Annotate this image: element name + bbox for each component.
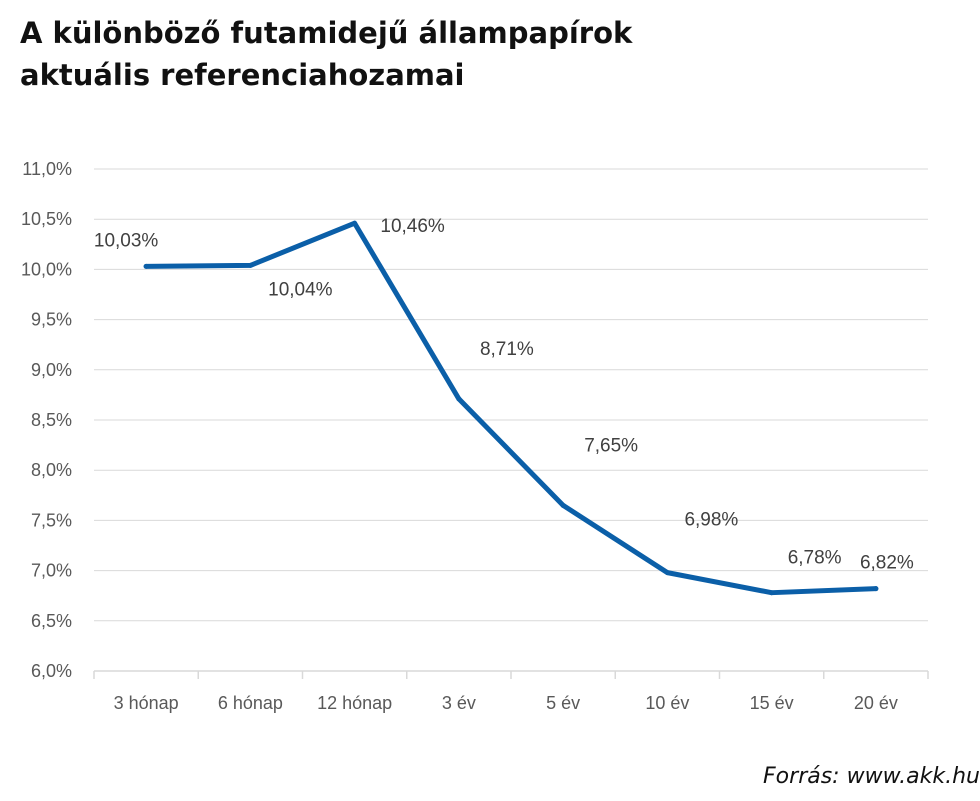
y-tick-label: 7,0% [31,561,72,581]
y-tick-label: 6,0% [31,661,72,681]
y-tick-label: 9,0% [31,360,72,380]
data-label: 10,04% [268,279,333,300]
data-label: 6,98% [684,510,738,531]
data-point [456,396,462,402]
data-label: 10,46% [380,216,445,237]
x-tick-label: 3 év [442,693,476,713]
data-label: 6,78% [788,548,842,569]
x-tick-label: 20 év [854,693,898,713]
x-tick-label: 6 hónap [218,693,283,713]
y-tick-label: 8,0% [31,460,72,480]
x-tick-label: 15 év [750,693,794,713]
data-point [560,502,566,508]
y-tick-label: 10,5% [21,209,72,229]
series-line [143,220,879,596]
data-label: 10,03% [94,230,159,251]
y-tick-label: 10,0% [21,259,72,279]
x-tick-label: 10 év [645,693,689,713]
y-tick-label: 11,0% [22,159,72,179]
data-label: 7,65% [584,435,638,456]
data-label: 8,71% [480,339,534,360]
y-tick-label: 7,5% [31,510,72,530]
source-note: Forrás: www.akk.hu [763,764,980,789]
y-tick-label: 6,5% [31,611,72,631]
data-point [247,262,253,268]
y-tick-label: 9,5% [31,310,72,330]
data-point [769,590,775,596]
chart-title-line-2: aktuális referenciahozamai [20,58,465,92]
data-point [873,586,879,592]
data-point [352,220,358,226]
x-tick-label: 12 hónap [317,693,392,713]
x-tick-label: 5 év [546,693,580,713]
chart-title: A különböző futamidejű állampapírok aktu… [20,12,632,96]
y-tick-label: 8,5% [31,410,72,430]
x-tick-label: 3 hónap [114,693,179,713]
data-point [143,263,149,269]
chart-title-line-1: A különböző futamidejű állampapírok [20,16,633,50]
data-label: 6,82% [860,553,914,574]
data-point [664,570,670,576]
